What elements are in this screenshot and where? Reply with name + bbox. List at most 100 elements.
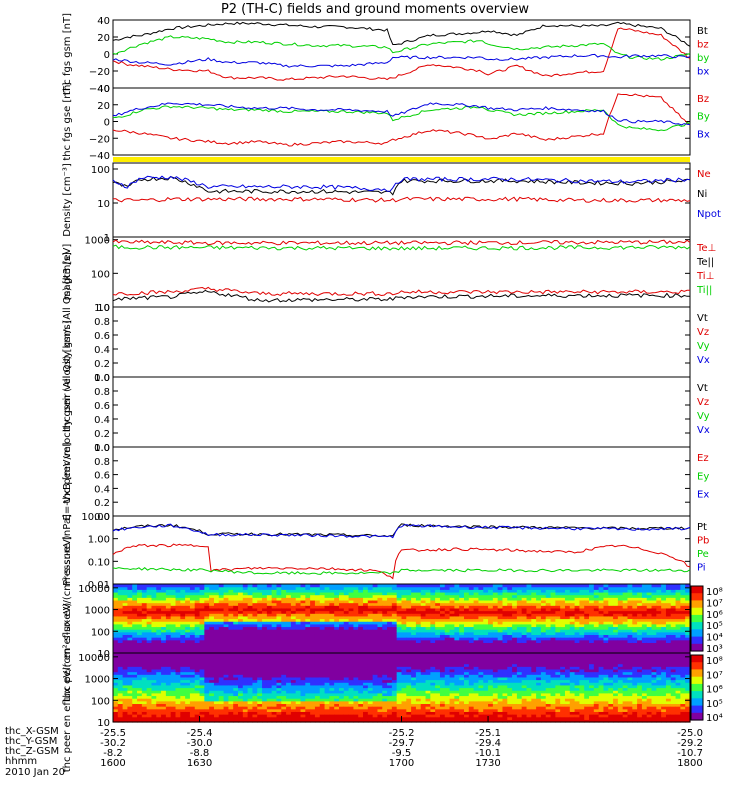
spectrogram-cell — [209, 645, 215, 649]
spectrogram-cell — [233, 650, 239, 654]
spectrogram-cell — [209, 642, 215, 646]
y-tick-label: 1.0 — [94, 303, 110, 314]
spectrogram-cell — [127, 634, 133, 638]
spectrogram-cell — [439, 639, 446, 643]
spectrogram-cell — [488, 634, 494, 638]
spectrogram-cell — [314, 629, 321, 633]
spectrogram-cell — [218, 591, 225, 596]
spectrogram-cell — [271, 605, 278, 609]
spectrogram-cell — [247, 626, 254, 630]
spectrogram-cell — [127, 700, 133, 705]
legend-entry: Te⊥ — [696, 243, 716, 254]
spectrogram-cell — [512, 584, 518, 588]
spectrogram-cell — [257, 613, 263, 617]
spectrogram-cell — [444, 589, 451, 593]
spectrogram-cell — [598, 626, 605, 630]
spectrogram-cell — [613, 621, 619, 625]
spectrogram-cell — [680, 621, 686, 625]
spectrogram-cell — [670, 607, 677, 612]
spectrogram-cell — [199, 650, 205, 654]
spectrogram-cell — [363, 703, 369, 707]
spectrogram-cell — [295, 698, 302, 702]
spectrogram-cell — [228, 708, 234, 712]
spectrogram-cell — [584, 639, 590, 643]
spectrogram-cell — [353, 708, 359, 712]
spectrogram-cell — [531, 639, 537, 643]
spectrogram-cell — [141, 684, 148, 689]
spectrogram-cell — [411, 618, 417, 622]
spectrogram-cell — [199, 589, 205, 593]
spectrogram-cell — [415, 645, 422, 649]
spectrogram-cell — [502, 597, 508, 601]
spectrogram-cell — [343, 623, 350, 628]
spectrogram-cell — [488, 610, 494, 614]
spectrogram-cell — [608, 647, 614, 651]
spectrogram-cell — [209, 607, 215, 612]
spectrogram-cell — [161, 684, 167, 689]
spectrogram-cell — [483, 626, 489, 630]
spectrogram-cell — [617, 629, 624, 633]
spectrogram-cell — [290, 599, 297, 604]
spectrogram-cell — [617, 637, 624, 641]
spectrogram-cell — [266, 645, 273, 649]
spectrogram-cell — [411, 610, 417, 614]
spectrogram-cell — [382, 642, 388, 646]
spectrogram-cell — [382, 623, 388, 628]
spectrogram-cell — [656, 650, 662, 654]
spectrogram-cell — [146, 666, 153, 670]
spectrogram-cell — [401, 684, 407, 689]
spectrogram-cell — [406, 698, 412, 702]
spectrogram-cell — [137, 668, 143, 673]
spectrogram-cell — [387, 679, 393, 683]
spectrogram-cell — [324, 666, 330, 670]
spectrogram-cell — [252, 690, 258, 694]
spectrogram-cell — [310, 695, 316, 699]
spectrogram-cell — [387, 716, 393, 720]
spectrogram-cell — [165, 719, 172, 723]
spectrogram-cell — [603, 626, 609, 630]
spectrogram-cell — [228, 639, 234, 643]
spectrogram-cell — [194, 690, 201, 694]
spectrogram-cell — [367, 647, 374, 651]
spectrogram-cell — [367, 645, 374, 649]
spectrogram-cell — [464, 610, 470, 614]
spectrogram-cell — [213, 637, 220, 641]
spectrogram-cell — [314, 700, 321, 705]
spectrogram-cell — [324, 623, 330, 628]
spectrogram-cell — [233, 647, 239, 651]
spectrogram-cell — [151, 645, 157, 649]
spectrogram-cell — [305, 621, 311, 625]
spectrogram-cell — [560, 621, 566, 625]
spectrogram-cell — [391, 679, 398, 683]
spectrogram-cell — [199, 716, 205, 720]
spectrogram-cell — [319, 647, 326, 651]
y-tick-label: 0.0 — [94, 512, 110, 523]
spectrogram-cell — [617, 613, 624, 617]
spectrogram-cell — [194, 589, 201, 593]
spectrogram-cell — [531, 607, 537, 612]
spectrogram-cell — [266, 692, 273, 697]
spectrogram-cell — [396, 690, 403, 694]
spectrogram-cell — [242, 594, 249, 598]
spectrogram-cell — [651, 621, 657, 625]
spectrogram-cell — [574, 621, 581, 625]
spectrogram-cell — [281, 719, 287, 723]
spectrogram-cell — [406, 602, 412, 606]
spectrogram-cell — [622, 621, 629, 625]
spectrogram-cell — [603, 634, 609, 638]
spectrogram-cell — [512, 597, 518, 601]
spectrogram-cell — [300, 666, 306, 670]
spectrogram-cell — [665, 586, 672, 590]
spectrogram-cell — [363, 663, 369, 667]
spectrogram-cell — [425, 639, 431, 643]
spectrogram-cell — [675, 631, 681, 636]
spectrogram-cell — [540, 605, 547, 609]
spectrogram-cell — [425, 629, 431, 633]
spectrogram-cell — [420, 647, 427, 651]
spectrogram-cell — [290, 671, 297, 675]
spectrogram-cell — [613, 623, 619, 628]
spectrogram-cell — [228, 687, 234, 691]
spectrogram-cell — [141, 642, 148, 646]
spectrogram-cell — [247, 703, 254, 707]
